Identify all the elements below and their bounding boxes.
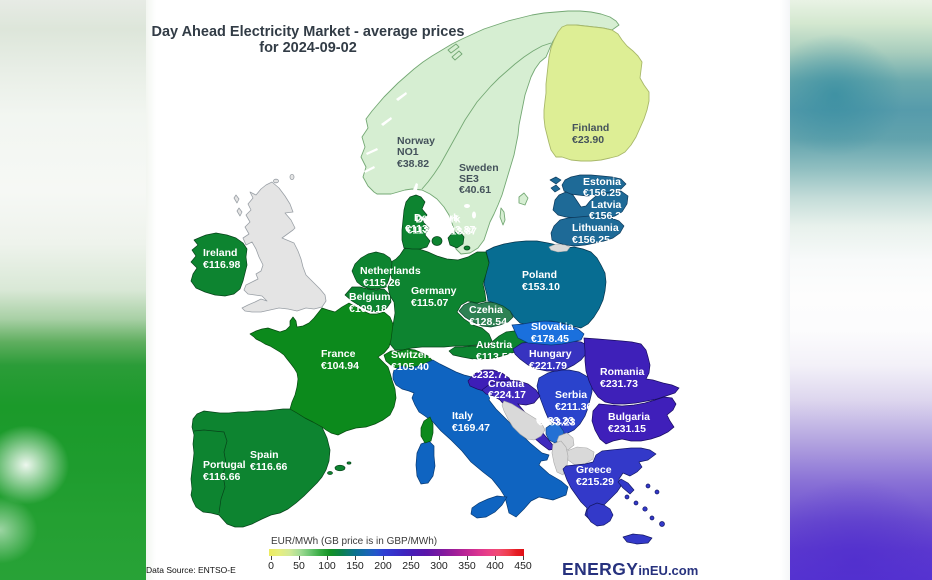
svg-text:€153.10: €153.10	[522, 281, 560, 293]
svg-text:€156.25: €156.25	[572, 234, 610, 246]
svg-text:€183.23: €183.23	[536, 415, 574, 427]
svg-text:Germany: Germany	[411, 285, 457, 297]
svg-text:€115.26: €115.26	[363, 277, 401, 289]
svg-text:Romania: Romania	[600, 366, 645, 378]
svg-text:€105.40: €105.40	[391, 361, 429, 373]
svg-text:Estonia: Estonia	[583, 176, 621, 188]
svg-text:Denmark: Denmark	[416, 214, 461, 226]
svg-text:€23.90: €23.90	[572, 134, 604, 146]
svg-text:€231.15: €231.15	[608, 423, 646, 435]
svg-text:Greece: Greece	[576, 464, 612, 476]
svg-text:€156.25: €156.25	[589, 210, 627, 222]
svg-text:€104.94: €104.94	[321, 360, 359, 372]
svg-text:SE3: SE3	[459, 173, 479, 185]
svg-text:€178.45: €178.45	[531, 333, 569, 345]
svg-text:France: France	[321, 348, 356, 360]
svg-text:€169.47: €169.47	[452, 422, 490, 434]
svg-text:€183.23: €183.23	[538, 417, 576, 429]
svg-text:Netherlands: Netherlands	[360, 265, 421, 277]
svg-text:€113.87: €113.87	[440, 226, 478, 238]
svg-text:Poland: Poland	[522, 269, 557, 281]
svg-text:€109.18: €109.18	[349, 303, 387, 315]
svg-text:Spain: Spain	[250, 449, 279, 461]
svg-text:€38.82: €38.82	[397, 158, 429, 170]
svg-text:€156.25: €156.25	[583, 187, 621, 199]
svg-text:NO1: NO1	[397, 146, 419, 158]
svg-text:Bulgaria: Bulgaria	[608, 411, 650, 423]
svg-text:Hungary: Hungary	[529, 348, 572, 360]
svg-text:Ireland: Ireland	[203, 247, 237, 259]
svg-text:€231.73: €231.73	[600, 378, 638, 390]
svg-text:Italy: Italy	[452, 410, 473, 422]
svg-text:€116.66: €116.66	[203, 471, 241, 483]
svg-text:Latvia: Latvia	[591, 199, 622, 211]
svg-text:€224.17: €224.17	[488, 389, 526, 401]
svg-text:Serbia: Serbia	[555, 389, 587, 401]
svg-text:Belgium: Belgium	[349, 291, 390, 303]
svg-text:Sweden: Sweden	[459, 162, 499, 174]
svg-text:Czehia: Czehia	[469, 304, 503, 316]
svg-text:Slovenia: Slovenia	[471, 357, 514, 369]
svg-text:Austria: Austria	[476, 339, 512, 351]
svg-text:Croatia: Croatia	[488, 378, 524, 390]
svg-text:€215.29: €215.29	[576, 476, 614, 488]
svg-text:€113.87: €113.87	[438, 224, 476, 236]
svg-text:Switzerland: Switzerland	[391, 349, 449, 361]
svg-text:Finland: Finland	[572, 122, 609, 134]
svg-text:€128.54: €128.54	[469, 316, 507, 328]
svg-text:Portugal: Portugal	[203, 459, 246, 471]
svg-text:€116.98: €116.98	[203, 259, 241, 271]
svg-text:Norway: Norway	[397, 135, 435, 147]
svg-text:Lithuania: Lithuania	[572, 222, 619, 234]
svg-text:Denmark: Denmark	[414, 212, 459, 224]
svg-text:€113.36: €113.36	[407, 225, 445, 237]
svg-text:€116.66: €116.66	[250, 461, 288, 473]
svg-text:Slovakia: Slovakia	[531, 321, 574, 333]
svg-text:€232.77: €232.77	[471, 369, 509, 381]
svg-text:€115.07: €115.07	[411, 297, 449, 309]
svg-text:€211.36: €211.36	[555, 401, 593, 413]
svg-text:€113.36: €113.36	[405, 223, 443, 235]
svg-text:€113.56: €113.56	[476, 351, 514, 363]
svg-text:€221.79: €221.79	[529, 360, 567, 372]
svg-text:€40.61: €40.61	[459, 184, 491, 196]
